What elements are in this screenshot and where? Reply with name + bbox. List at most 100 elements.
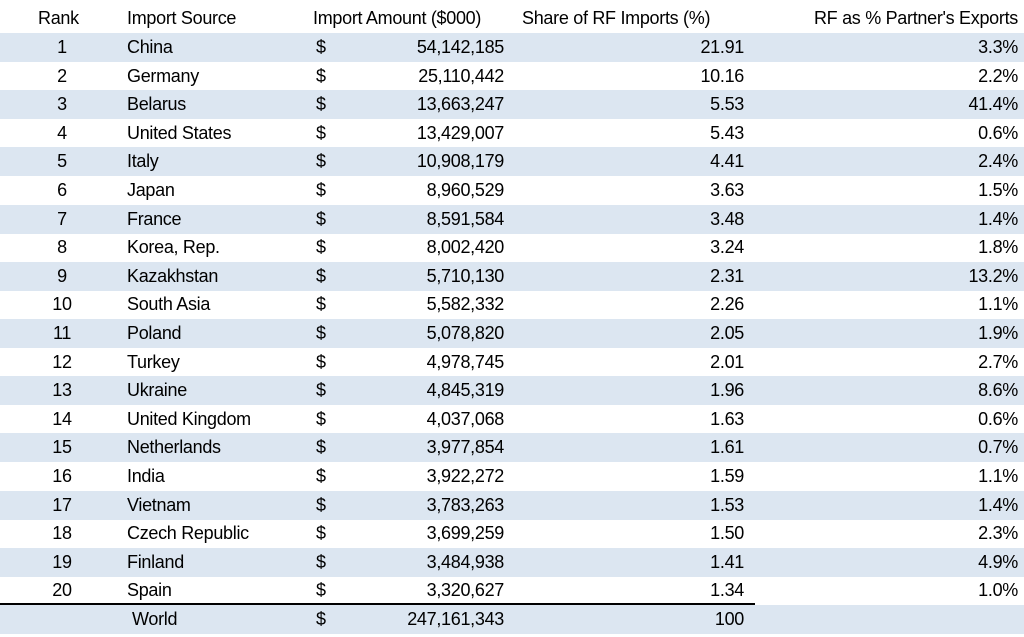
partner-pct-cell: 2.4% <box>978 151 1018 172</box>
currency-cell: $ <box>316 523 326 544</box>
amount-cell: 4,037,068 <box>426 408 505 429</box>
source-cell: Vietnam <box>127 494 191 515</box>
source-cell: South Asia <box>127 294 211 315</box>
source-cell: Netherlands <box>127 437 221 458</box>
currency-cell: $ <box>316 351 326 372</box>
table-row: 16 India $3,922,272 1.59 1.1% <box>0 462 1024 491</box>
share-cell: 5.53 <box>710 94 744 115</box>
partner-pct-cell: 1.8% <box>978 237 1018 258</box>
currency-cell: $ <box>316 94 326 115</box>
partner-pct-cell: 1.1% <box>978 294 1018 315</box>
rank-cell: 2 <box>57 65 67 86</box>
amount-cell: 3,783,263 <box>426 494 505 515</box>
rank-cell: 13 <box>52 380 72 401</box>
table-row: 14 United Kingdom $4,037,068 1.63 0.6% <box>0 405 1024 434</box>
header-cell: RF as % Partner's Exports <box>813 8 1018 28</box>
rank-cell: 11 <box>52 323 72 343</box>
share-cell: 2.31 <box>710 265 744 286</box>
currency-cell: $ <box>316 494 326 515</box>
rank-cell: 16 <box>52 466 72 486</box>
share-cell: 1.61 <box>710 437 744 458</box>
source-cell: Belarus <box>127 94 186 115</box>
partner-pct-cell: 41.4% <box>968 94 1018 115</box>
table-row: 2 Germany $25,110,442 10.16 2.2% <box>0 62 1024 91</box>
source-cell: China <box>127 37 173 57</box>
partner-pct-cell: 0.6% <box>978 408 1018 429</box>
header-cell: Import Source <box>127 8 237 28</box>
rank-cell: 7 <box>57 208 67 229</box>
amount-cell: 8,002,420 <box>426 237 505 258</box>
share-cell: 1.41 <box>710 551 744 572</box>
amount-cell: 3,484,938 <box>426 551 505 572</box>
rank-cell: 20 <box>52 580 72 601</box>
currency-cell: $ <box>316 408 326 429</box>
rank-cell: 17 <box>52 494 72 515</box>
total-row: World $247,161,343 100 <box>0 605 1024 634</box>
source-cell: Korea, Rep. <box>127 237 220 258</box>
partner-pct-cell: 0.7% <box>978 437 1018 458</box>
share-cell: 3.24 <box>710 237 744 258</box>
total-currency: $ <box>316 609 326 629</box>
share-cell: 10.16 <box>700 65 744 86</box>
amount-cell: 3,699,259 <box>426 523 505 544</box>
source-cell: Italy <box>127 151 159 172</box>
currency-cell: $ <box>316 237 326 258</box>
source-cell: Poland <box>127 323 182 343</box>
source-cell: United Kingdom <box>127 408 251 429</box>
currency-cell: $ <box>316 180 326 200</box>
source-cell: Turkey <box>127 351 180 372</box>
partner-pct-cell: 1.9% <box>978 323 1018 343</box>
table-row: 6 Japan $8,960,529 3.63 1.5% <box>0 176 1024 205</box>
source-cell: India <box>127 466 165 486</box>
currency-cell: $ <box>316 294 326 315</box>
source-cell: Ukraine <box>127 380 187 401</box>
table-row: 17 Vietnam $3,783,263 1.53 1.4% <box>0 490 1024 520</box>
rank-cell: 19 <box>52 551 72 572</box>
share-cell: 1.96 <box>710 380 744 401</box>
total-label: World <box>132 609 178 629</box>
share-cell: 1.34 <box>710 580 744 601</box>
share-cell: 2.01 <box>710 351 744 372</box>
currency-cell: $ <box>316 580 326 601</box>
currency-cell: $ <box>316 437 326 458</box>
share-cell: 4.41 <box>710 151 744 172</box>
share-cell: 1.50 <box>710 523 744 544</box>
partner-pct-cell: 4.9% <box>978 551 1018 572</box>
share-cell: 5.43 <box>710 122 744 143</box>
rank-cell: 10 <box>52 294 72 315</box>
partner-pct-cell: 2.3% <box>978 523 1018 544</box>
rank-cell: 14 <box>52 408 72 429</box>
currency-cell: $ <box>316 551 326 572</box>
currency-cell: $ <box>316 323 326 343</box>
header-cell: Rank <box>38 8 79 28</box>
amount-cell: 13,429,007 <box>416 122 504 143</box>
rank-cell: 6 <box>57 180 67 200</box>
rank-cell: 5 <box>57 151 67 172</box>
source-cell: France <box>127 208 182 229</box>
table-row: 5 Italy $10,908,179 4.41 2.4% <box>0 147 1024 177</box>
source-cell: Czech Republic <box>127 523 249 544</box>
amount-cell: 54,142,185 <box>416 37 504 57</box>
table-row: 8 Korea, Rep. $8,002,420 3.24 1.8% <box>0 233 1024 262</box>
table-row: 12 Turkey $4,978,745 2.01 2.7% <box>0 348 1024 377</box>
rank-cell: 18 <box>52 523 72 544</box>
total-rule <box>0 603 755 605</box>
header-row: Rank Import Source Import Amount ($000) … <box>0 4 1024 33</box>
source-cell: Germany <box>127 65 199 86</box>
partner-pct-cell: 8.6% <box>978 380 1018 401</box>
partner-pct-cell: 1.5% <box>978 180 1018 200</box>
rank-cell: 8 <box>57 237 67 258</box>
table-row: 4 United States $13,429,007 5.43 0.6% <box>0 119 1024 148</box>
amount-cell: 10,908,179 <box>416 151 504 172</box>
table-row: 9 Kazakhstan $5,710,130 2.31 13.2% <box>0 261 1024 291</box>
table-row: 20 Spain $3,320,627 1.34 1.0% <box>0 576 1024 605</box>
share-cell: 2.05 <box>710 323 744 343</box>
share-cell: 1.53 <box>710 494 744 515</box>
total-amount: 247,161,343 <box>407 609 504 629</box>
table-row: 11 Poland $5,078,820 2.05 1.9% <box>0 319 1024 348</box>
partner-pct-cell: 13.2% <box>968 265 1018 286</box>
table-row: 13 Ukraine $4,845,319 1.96 8.6% <box>0 376 1024 406</box>
partner-pct-cell: 2.2% <box>978 65 1018 86</box>
partner-pct-cell: 3.3% <box>978 37 1018 57</box>
